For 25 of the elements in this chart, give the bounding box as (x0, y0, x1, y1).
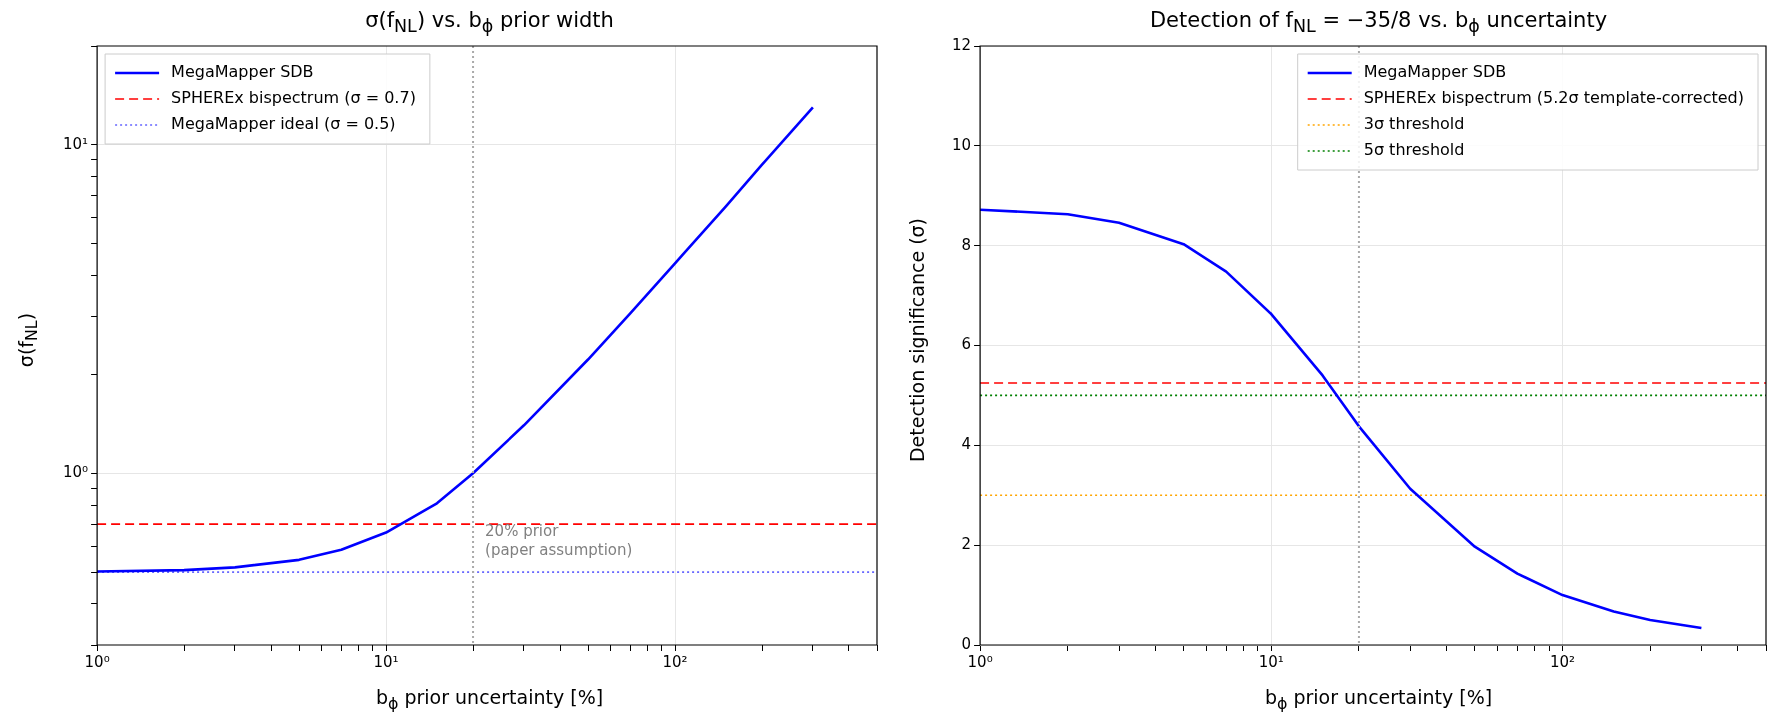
chart-title: σ(f$_{NL}$) vs. b$_{ϕ}$ prior width (364, 8, 615, 37)
y-tick-label: 10 (951, 135, 972, 154)
chart-title: Detection of f$_{NL}$ = −35/8 vs. b$_{ϕ}$ uncertainty (1148, 8, 1609, 37)
x-tick-label: 10² (662, 652, 688, 671)
x-axis-title: b$_{ϕ}$ prior uncertainty [%] (374, 686, 605, 713)
y-tick-label: 0 (961, 634, 972, 653)
x-tick-label: 10² (1549, 652, 1576, 671)
x-tick-label: 10⁰ (84, 652, 110, 671)
legend-label: 5σ threshold (1363, 140, 1465, 160)
legend-label: MegaMapper SDB (1363, 62, 1507, 82)
legend-label: SPHEREx bispectrum (σ = 0.7) (171, 88, 416, 108)
y-tick-label: 12 (951, 35, 972, 54)
y-tick-label: 4 (961, 435, 972, 454)
legend-label: MegaMapper ideal (σ = 0.5) (171, 114, 396, 134)
annotation: 20% prior (paper assumption) (485, 521, 633, 559)
y-axis-title: Detection significance (σ) (906, 217, 928, 463)
x-tick-label: 10¹ (373, 652, 399, 671)
legend-label: MegaMapper SDB (171, 62, 314, 82)
y-tick-label: 8 (961, 235, 972, 254)
y-tick-label: 6 (961, 335, 972, 354)
x-axis-title: b$_{ϕ}$ prior uncertainty [%] (1263, 686, 1494, 713)
x-tick-label: 10¹ (1258, 652, 1284, 671)
legend-label: 3σ threshold (1363, 114, 1465, 134)
legend-label: SPHEREx bispectrum (5.2σ template-corrected) (1363, 88, 1745, 108)
y-tick-label: 2 (961, 535, 972, 554)
